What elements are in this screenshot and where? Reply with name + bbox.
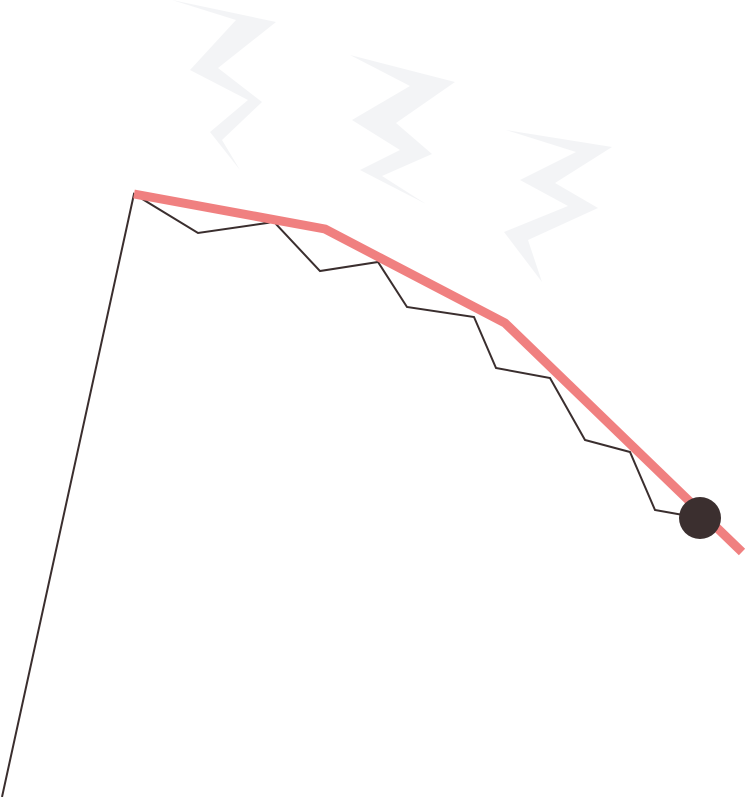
lightning-zigzag-icon-middle bbox=[350, 55, 455, 204]
lightning-zigzag-icon-right bbox=[504, 130, 612, 282]
jagged-descent-line bbox=[1, 192, 701, 797]
end-point-dot-icon bbox=[679, 497, 721, 539]
trend-line bbox=[133, 189, 746, 556]
lightning-zigzag-icon-left bbox=[172, 0, 276, 170]
